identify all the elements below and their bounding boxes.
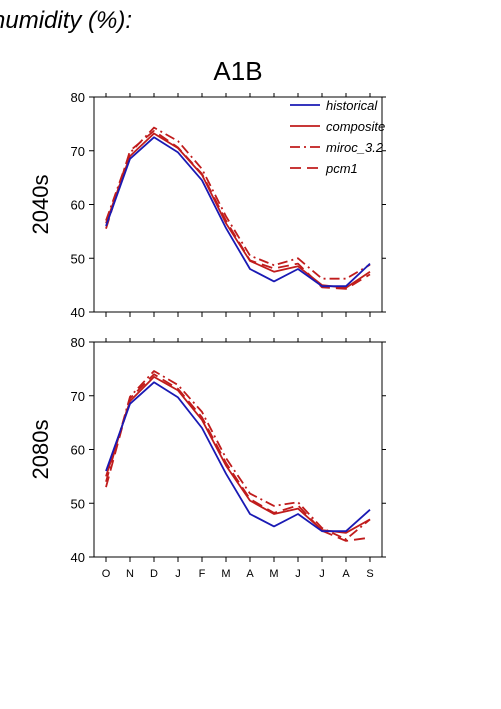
y-tick-label: 40 — [71, 305, 85, 320]
y-tick-label: 40 — [71, 550, 85, 565]
series-line-pcm1 — [105, 129, 371, 290]
y-tick-label: 80 — [71, 90, 85, 105]
x-tick-label: S — [366, 568, 373, 580]
y-tick-label: 50 — [71, 251, 85, 266]
y-tick-label: 60 — [71, 198, 85, 213]
x-tick-label: D — [150, 568, 158, 580]
legend-label: pcm1 — [325, 161, 358, 176]
x-tick-label: A — [246, 568, 254, 580]
series-line-historical — [105, 381, 371, 533]
y-tick-label: 70 — [71, 144, 85, 159]
x-tick-label: J — [295, 568, 301, 580]
legend-label: historical — [326, 98, 378, 113]
x-tick-label: F — [199, 568, 206, 580]
x-tick-label: O — [102, 568, 111, 580]
series-line-miroc-3-2 — [105, 126, 371, 280]
series-line-composite — [105, 375, 371, 534]
x-tick-label: M — [221, 568, 230, 580]
x-tick-label: A — [342, 568, 350, 580]
figure-heading: humidity (%): — [0, 7, 132, 34]
panel-2080s: 40 50 60 70 80 O N D J F M A M J J A S 2080s — [28, 335, 386, 580]
panel-row-label: 2040s — [28, 175, 53, 235]
x-tick-label: J — [175, 568, 181, 580]
chart-panels: 40 50 60 70 80 2040s historical composite miroc_… — [28, 90, 386, 580]
series-line-miroc-3-2 — [105, 370, 371, 541]
legend-label: composite — [326, 119, 385, 134]
series-line-pcm1 — [105, 373, 371, 542]
y-tick-label: 60 — [71, 443, 85, 458]
panel-2040s: 40 50 60 70 80 2040s historical composite miroc_… — [28, 90, 386, 320]
plot-frame — [93, 341, 383, 558]
series-line-composite — [105, 132, 371, 289]
y-tick-label: 80 — [71, 335, 85, 350]
panel-row-label: 2080s — [28, 420, 53, 480]
y-tick-label: 70 — [71, 389, 85, 404]
x-tick-label: J — [319, 568, 325, 580]
x-tick-label: N — [126, 568, 134, 580]
legend: historical composite miroc_3.2 pcm1 — [290, 98, 385, 176]
legend-label: miroc_3.2 — [326, 140, 384, 155]
x-tick-label: M — [269, 568, 278, 580]
scenario-title: A1B — [213, 56, 262, 86]
series-line-historical — [105, 136, 371, 288]
y-tick-label: 50 — [71, 496, 85, 511]
